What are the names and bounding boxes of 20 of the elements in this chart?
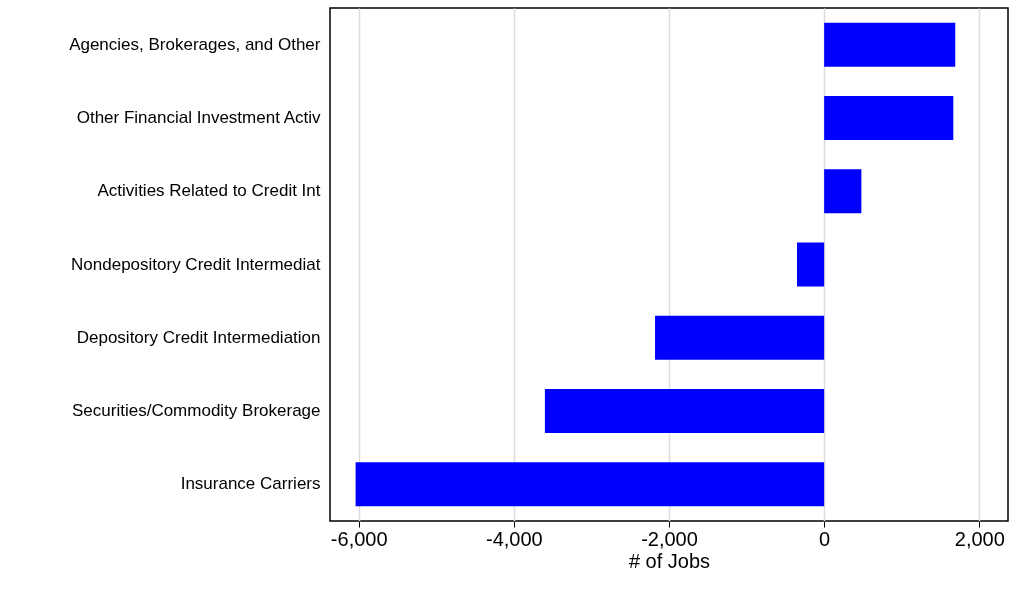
x-axis-title: # of Jobs — [628, 549, 711, 572]
y-tick-label: Activities Related to Credit Int — [97, 181, 321, 201]
bar — [797, 242, 825, 287]
y-tick-label: Agencies, Brokerages, and Other — [69, 34, 321, 54]
y-tick-label: Depository Credit Intermediation — [76, 327, 321, 347]
y-tick-label: Securities/Commodity Brokerage — [72, 401, 321, 421]
bar — [824, 22, 956, 67]
x-tick-label: 2,000 — [954, 527, 1005, 550]
y-tick-label: Insurance Carriers — [180, 474, 321, 494]
bar — [544, 389, 825, 434]
y-tick-label: Nondepository Credit Intermediat — [71, 254, 321, 274]
bar — [824, 169, 862, 214]
x-tick-label: 0 — [819, 527, 831, 550]
x-tick-label: -6,000 — [330, 527, 388, 550]
bar — [824, 95, 954, 140]
bar — [655, 315, 825, 360]
x-tick-label: -4,000 — [485, 527, 543, 550]
y-tick-label: Other Financial Investment Activ — [76, 107, 321, 127]
bar — [355, 462, 825, 507]
x-tick-label: -2,000 — [641, 527, 698, 550]
